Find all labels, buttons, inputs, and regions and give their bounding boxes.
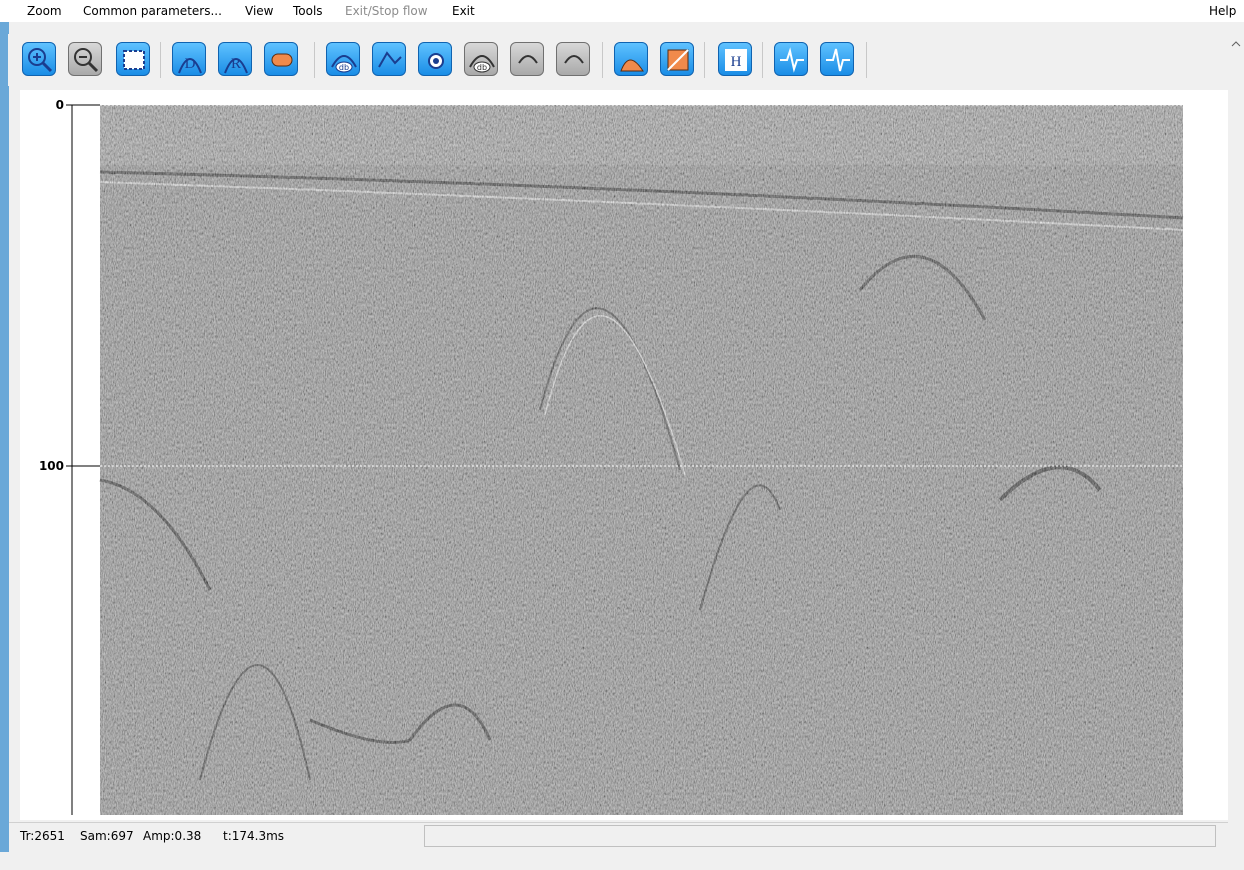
undo-button (510, 42, 544, 76)
settings-button[interactable] (418, 42, 452, 76)
filter-plus-button[interactable] (820, 42, 854, 76)
status-bar: Tr:2651 Sam:697 Amp:0.38 t:174.3ms (9, 822, 1228, 849)
polyline-button[interactable] (372, 42, 406, 76)
menu-zoom[interactable]: Zoom (27, 4, 62, 18)
radargram-panel: 0 100 (20, 90, 1228, 820)
menu-exit[interactable]: Exit (452, 4, 475, 18)
spectrum-button[interactable] (614, 42, 648, 76)
y-tick-label: 100 (39, 459, 64, 473)
db-down-button: db (464, 42, 498, 76)
button-glyph: D (185, 56, 196, 72)
redo-button (556, 42, 590, 76)
amplitude-status: Amp:0.38 (143, 829, 202, 843)
velocity-button[interactable] (660, 42, 694, 76)
zoom-in-button[interactable] (22, 42, 56, 76)
menu-exit-stop-flow: Exit/Stop flow (345, 4, 428, 18)
h-button[interactable]: H (718, 42, 752, 76)
button-glyph: db (477, 63, 487, 72)
gain-button[interactable] (264, 42, 298, 76)
trace-status: Tr:2651 (20, 829, 65, 843)
horizontal-scrollbar[interactable] (9, 850, 1228, 868)
y-tick-label: 0 (56, 98, 64, 112)
button-glyph: H (731, 54, 742, 70)
menu-bar: Zoom Common parameters... View Tools Exi… (0, 0, 1244, 22)
radargram-view[interactable]: 0 100 (20, 90, 1228, 820)
time-status: t:174.3ms (223, 829, 285, 843)
button-glyph: db (339, 63, 349, 72)
menu-view[interactable]: View (245, 4, 274, 18)
fit-button[interactable] (116, 42, 150, 76)
status-field (424, 825, 1216, 847)
db-up-button[interactable]: db (326, 42, 360, 76)
menu-common-parameters[interactable]: Common parameters... (83, 4, 222, 18)
filter-minus-button[interactable] (774, 42, 808, 76)
radargram-image (99, 105, 1184, 815)
vertical-scrollbar[interactable] (1228, 22, 1244, 848)
menu-tools[interactable]: Tools (293, 4, 323, 18)
window-border (0, 22, 9, 852)
button-glyph: R (231, 56, 241, 72)
r-button[interactable]: R (218, 42, 252, 76)
menu-help[interactable]: Help (1209, 4, 1237, 18)
d-button[interactable]: D (172, 42, 206, 76)
sample-status: Sam:697 (80, 829, 134, 843)
zoom-out-button[interactable] (68, 42, 102, 76)
toolbar: D R db db H (8, 34, 1228, 86)
